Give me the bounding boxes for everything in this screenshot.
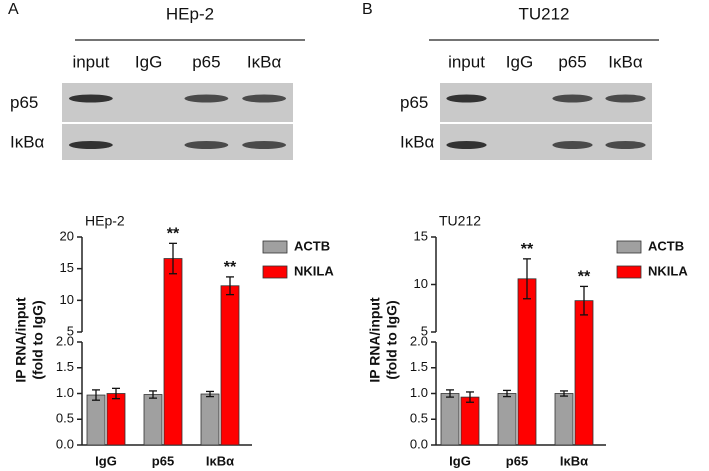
bar xyxy=(220,285,240,446)
blot-band xyxy=(552,94,593,103)
lane-label: p65 xyxy=(192,52,220,71)
blot-band xyxy=(552,141,593,149)
lane-label: input xyxy=(448,52,485,71)
y-tick-label: 15 xyxy=(60,260,74,275)
lane-label: IgG xyxy=(135,52,162,71)
error-bar xyxy=(149,390,157,399)
lane-label: IκBα xyxy=(608,52,643,71)
bar xyxy=(143,394,163,446)
error-bar xyxy=(580,285,588,316)
legend-label: NKILA xyxy=(294,263,334,278)
legend-swatch xyxy=(616,265,642,279)
x-tick-label: IκBα xyxy=(560,453,588,468)
row-label: p65 xyxy=(400,93,428,112)
error-bar xyxy=(503,389,511,398)
blot-title: TU212 xyxy=(518,4,569,23)
chart-title: TU212 xyxy=(439,213,481,229)
y-tick-label: 0.0 xyxy=(410,436,428,451)
bar xyxy=(497,393,517,446)
y-axis-label: IP RNA/input xyxy=(367,297,383,383)
blot-band xyxy=(184,141,229,149)
blot-strip xyxy=(440,83,652,122)
y-axis-label: IP RNA/input xyxy=(13,297,29,383)
y-tick-label: 1.5 xyxy=(56,359,74,374)
y-tick-label: 20 xyxy=(60,228,74,243)
y-axis-label: (fold to IgG) xyxy=(384,300,400,379)
significance: ** xyxy=(167,226,180,243)
error-bar xyxy=(206,390,214,398)
bar xyxy=(163,258,183,446)
blot-band xyxy=(242,141,287,149)
y-tick-label: 0.0 xyxy=(56,436,74,451)
blot-band xyxy=(242,94,287,103)
lane-label: IgG xyxy=(506,52,533,71)
blot-band xyxy=(184,94,229,103)
blot-band xyxy=(68,94,113,103)
y-tick-label: 10 xyxy=(60,292,74,307)
y-tick-label: 5 xyxy=(67,323,74,338)
x-tick-label: IgG xyxy=(95,453,117,468)
bar xyxy=(86,394,106,446)
blot-strip xyxy=(62,83,293,122)
legend-swatch xyxy=(262,265,288,279)
bar xyxy=(554,393,574,446)
y-tick-label: 15 xyxy=(414,228,428,243)
legend-label: NKILA xyxy=(648,263,688,278)
bar xyxy=(106,393,126,446)
x-tick-label: p65 xyxy=(506,453,528,468)
blot-band xyxy=(605,94,646,103)
significance: ** xyxy=(578,269,591,286)
error-bar xyxy=(169,242,177,275)
y-tick-label: 2.0 xyxy=(410,333,428,348)
legend-swatch xyxy=(262,240,288,254)
bar xyxy=(440,393,460,446)
lane-label: input xyxy=(72,52,109,71)
panel-label: A xyxy=(8,1,19,18)
y-tick-label: 5 xyxy=(421,323,428,338)
error-bar xyxy=(226,276,234,296)
blot-band xyxy=(68,141,113,149)
blot-band xyxy=(446,141,487,149)
panel-label: B xyxy=(362,1,373,18)
row-label: IκBα xyxy=(400,132,435,151)
x-tick-label: p65 xyxy=(152,453,174,468)
bar xyxy=(460,396,480,446)
significance: ** xyxy=(224,259,237,276)
error-bar xyxy=(523,258,531,300)
bar xyxy=(574,300,594,446)
y-tick-label: 0.5 xyxy=(56,411,74,426)
legend-swatch xyxy=(616,240,642,254)
y-tick-label: 1.0 xyxy=(56,385,74,400)
error-bar xyxy=(560,390,568,397)
bar xyxy=(200,393,220,446)
y-tick-label: 1.0 xyxy=(410,385,428,400)
x-tick-label: IκBα xyxy=(206,453,234,468)
lane-label: IκBα xyxy=(247,52,282,71)
lane-label: p65 xyxy=(558,52,586,71)
legend-label: ACTB xyxy=(294,238,330,253)
chart-title: HEp-2 xyxy=(85,213,125,229)
error-bar xyxy=(466,391,474,403)
row-label: p65 xyxy=(10,93,38,112)
error-bar xyxy=(446,389,454,398)
error-bar xyxy=(112,387,120,400)
y-tick-label: 10 xyxy=(414,276,428,291)
bar xyxy=(517,278,537,446)
significance: ** xyxy=(521,241,534,258)
blot-band xyxy=(605,141,646,149)
y-tick-label: 0.5 xyxy=(410,411,428,426)
blot-title: HEp-2 xyxy=(166,4,214,23)
row-label: IκBα xyxy=(10,132,45,151)
y-axis-label: (fold to IgG) xyxy=(30,300,46,379)
legend-label: ACTB xyxy=(648,238,684,253)
blot-band xyxy=(446,94,487,103)
y-tick-label: 2.0 xyxy=(56,333,74,348)
x-tick-label: IgG xyxy=(449,453,471,468)
y-tick-label: 1.5 xyxy=(410,359,428,374)
error-bar xyxy=(92,389,100,401)
